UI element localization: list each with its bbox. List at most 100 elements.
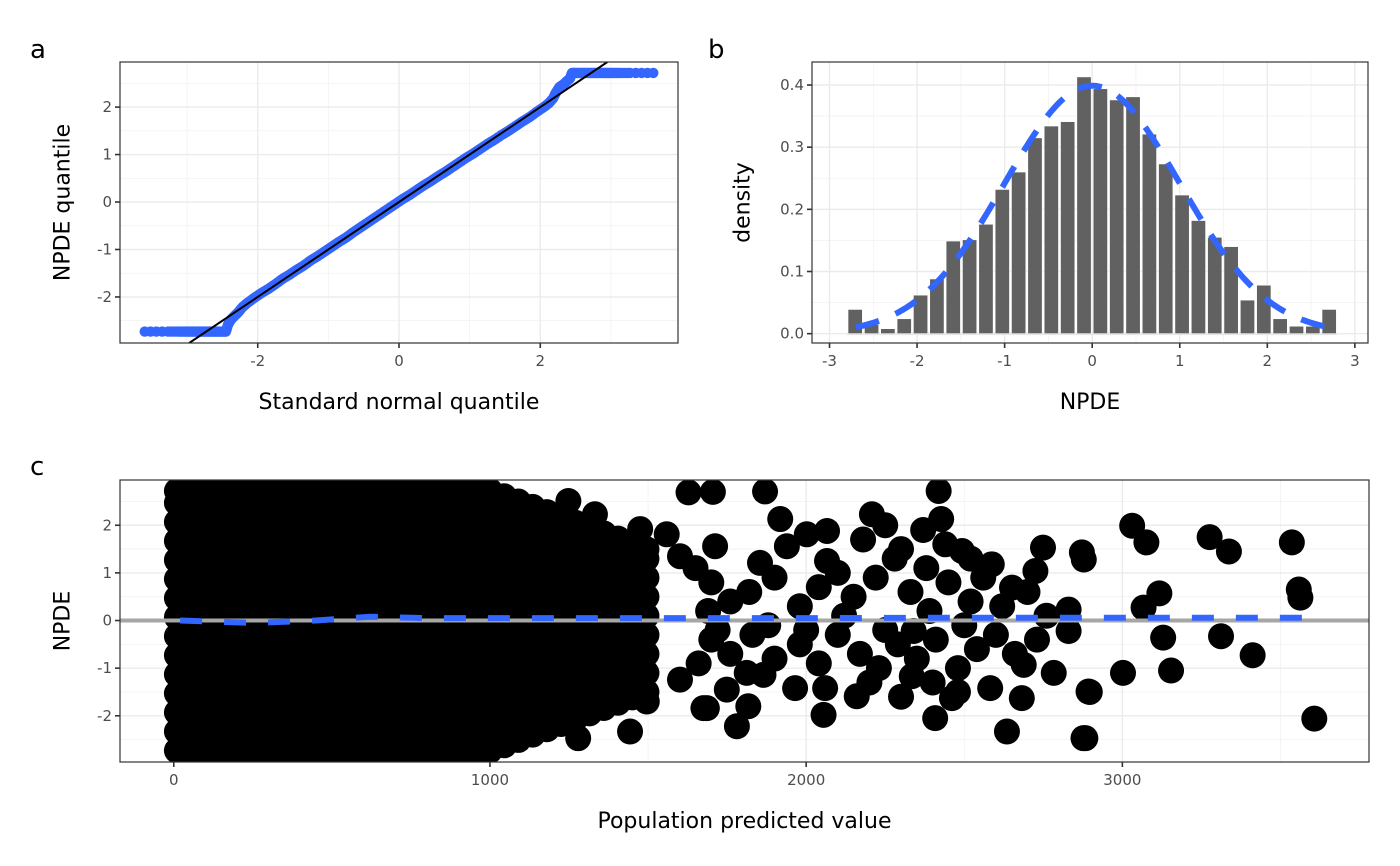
npde-point xyxy=(693,695,720,722)
npde-point xyxy=(1055,618,1082,645)
npde-point xyxy=(810,701,837,728)
histogram-bar xyxy=(1239,299,1255,334)
npde-point xyxy=(970,564,997,591)
npde-point xyxy=(957,588,984,615)
npde-point xyxy=(925,480,952,504)
histogram-bar xyxy=(978,223,994,334)
npde-point xyxy=(581,501,608,528)
histogram-bar xyxy=(1141,133,1157,334)
npde-point xyxy=(993,718,1020,745)
npde-point xyxy=(633,564,660,591)
npde-point xyxy=(767,506,794,533)
panel-a-y-axis-title: NPDE quantile xyxy=(51,124,76,281)
npde-point xyxy=(919,669,946,696)
histogram-bar xyxy=(1321,309,1337,334)
x-tick-label: 3000 xyxy=(1103,771,1141,789)
y-tick-label: 0.4 xyxy=(780,76,804,94)
npde-point xyxy=(555,487,582,514)
panel-b-histogram: -3 -2 -1 0 1 2 3 0.0 0.1 0.2 0.3 0.4 NPDE density xyxy=(731,61,1369,415)
x-tick-label: -3 xyxy=(822,352,837,370)
histogram-bar xyxy=(896,318,912,334)
npde-point xyxy=(1070,546,1097,573)
panel-c-npde-vs-pred: 0 1000 2000 3000 -2 -1 0 1 2 Population predicte… xyxy=(51,479,1370,834)
npde-point xyxy=(666,666,693,693)
panel-label-a: a xyxy=(30,35,46,65)
npde-point xyxy=(872,512,899,539)
npde-point xyxy=(793,521,820,548)
npde-point xyxy=(761,564,788,591)
npde-point xyxy=(633,659,660,686)
npde-point xyxy=(704,617,731,644)
npde-point xyxy=(1133,529,1160,556)
npde-point xyxy=(812,675,839,702)
npde-point xyxy=(736,578,763,605)
npde-point xyxy=(814,517,841,544)
npde-point xyxy=(910,517,937,544)
npde-point xyxy=(786,593,813,620)
normal-density-curve xyxy=(855,82,1330,331)
npde-point xyxy=(633,640,660,667)
panel-a-qq-plot: -2 0 2 -2 -1 0 1 2 Standard normal quantile NPD… xyxy=(51,61,679,415)
npde-point xyxy=(633,536,660,563)
npde-point xyxy=(1014,578,1041,605)
npde-point xyxy=(633,621,660,648)
npde-point xyxy=(627,516,654,543)
y-tick-label: 0.2 xyxy=(780,200,804,218)
npde-point xyxy=(888,683,915,710)
npde-points xyxy=(120,480,1369,762)
npde-point xyxy=(773,533,800,560)
y-tick-label: 0.1 xyxy=(780,263,804,281)
y-tick-label: 0.0 xyxy=(780,325,804,343)
panel-c-x-axis-title: Population predicted value xyxy=(597,809,891,834)
qq-point xyxy=(648,67,659,79)
histogram-bar xyxy=(994,189,1010,334)
y-tick-label: 0 xyxy=(102,193,112,211)
npde-point xyxy=(1109,659,1136,686)
npde-point xyxy=(1239,642,1266,669)
npde-point xyxy=(633,583,660,610)
npde-point xyxy=(872,617,899,644)
histogram-bar xyxy=(1190,220,1206,334)
npde-point xyxy=(944,678,971,705)
histogram-bar xyxy=(913,294,929,334)
histogram-bar xyxy=(1076,76,1092,334)
histogram-bar xyxy=(847,309,863,334)
npde-point xyxy=(586,691,613,718)
npde-point xyxy=(903,645,930,672)
histogram-bar xyxy=(945,240,961,334)
panel-a-x-axis-title: Standard normal quantile xyxy=(259,390,540,415)
x-tick-label: 2000 xyxy=(787,771,825,789)
histogram-bar xyxy=(1272,318,1288,334)
npde-point xyxy=(1022,557,1049,584)
histogram-bar xyxy=(880,328,896,334)
npde-point xyxy=(1158,657,1185,684)
npde-point xyxy=(1008,685,1035,712)
npde-point xyxy=(1076,678,1103,705)
histogram-bar xyxy=(1289,325,1304,334)
npde-point xyxy=(1023,626,1050,653)
histogram-bar xyxy=(1256,284,1272,334)
panel-b-y-axis-title: density xyxy=(731,162,756,243)
npde-point xyxy=(537,709,564,736)
histogram-bar xyxy=(1109,99,1125,334)
y-tick-label: 2 xyxy=(102,98,112,116)
npde-point xyxy=(713,676,740,703)
x-tick-label: 0 xyxy=(1087,352,1097,370)
y-tick-label: 0 xyxy=(102,612,112,630)
npde-point xyxy=(932,531,959,558)
npde-point xyxy=(1001,640,1028,667)
histogram-bar xyxy=(1174,194,1190,334)
y-tick-label: 0.3 xyxy=(780,138,804,156)
x-tick-label: -1 xyxy=(997,352,1012,370)
npde-point xyxy=(824,559,851,586)
npde-point xyxy=(506,708,533,735)
npde-point xyxy=(989,593,1016,620)
npde-point xyxy=(735,693,762,720)
npde-point xyxy=(935,569,962,596)
npde-point xyxy=(633,688,660,715)
npde-point xyxy=(1196,524,1223,551)
npde-point xyxy=(685,650,712,677)
npde-point xyxy=(1029,534,1056,561)
npde-point xyxy=(782,675,809,702)
npde-point xyxy=(888,536,915,563)
